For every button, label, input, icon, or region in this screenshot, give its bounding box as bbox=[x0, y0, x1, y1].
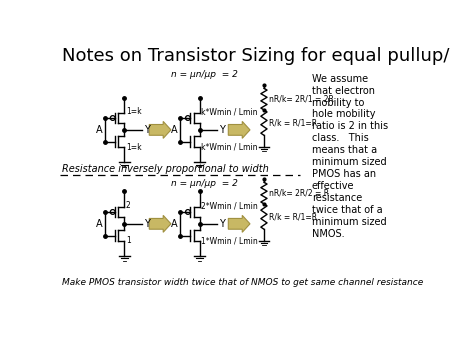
Polygon shape bbox=[149, 121, 171, 138]
Text: class.   This: class. This bbox=[312, 134, 369, 143]
Text: 2*Wmin / Lmin: 2*Wmin / Lmin bbox=[201, 201, 258, 211]
Text: R/k = R/1=R: R/k = R/1=R bbox=[269, 212, 317, 221]
Text: effective: effective bbox=[312, 181, 355, 191]
Text: n = μn/μp  = 2: n = μn/μp = 2 bbox=[171, 70, 238, 79]
Text: A: A bbox=[96, 219, 103, 229]
Polygon shape bbox=[149, 215, 171, 232]
Text: Resistance inversely proportional to width: Resistance inversely proportional to wid… bbox=[63, 164, 269, 174]
Text: Y: Y bbox=[144, 125, 150, 135]
Text: 1: 1 bbox=[126, 237, 131, 245]
Text: mobility to: mobility to bbox=[312, 98, 364, 107]
Text: hole mobility: hole mobility bbox=[312, 110, 375, 119]
Text: ratio is 2 in this: ratio is 2 in this bbox=[312, 121, 388, 131]
Text: 1=k: 1=k bbox=[126, 143, 142, 151]
Text: We assume: We assume bbox=[312, 74, 368, 84]
Text: PMOS has an: PMOS has an bbox=[312, 169, 376, 179]
Text: Y: Y bbox=[219, 219, 225, 229]
Text: means that a: means that a bbox=[312, 145, 377, 155]
Text: A: A bbox=[171, 219, 178, 229]
Text: that electron: that electron bbox=[312, 86, 375, 96]
Text: A: A bbox=[96, 125, 103, 135]
Text: minimum sized: minimum sized bbox=[312, 217, 387, 227]
Polygon shape bbox=[228, 215, 250, 232]
Text: resistance: resistance bbox=[312, 193, 362, 203]
Text: A: A bbox=[171, 125, 178, 135]
Text: nR/k= 2R/2 = R: nR/k= 2R/2 = R bbox=[269, 189, 328, 197]
Text: 1*Wmin / Lmin: 1*Wmin / Lmin bbox=[201, 237, 258, 245]
Text: R/k = R/1=R: R/k = R/1=R bbox=[269, 118, 317, 127]
Polygon shape bbox=[228, 121, 250, 138]
Text: Y: Y bbox=[219, 125, 225, 135]
Text: minimum sized: minimum sized bbox=[312, 157, 387, 167]
Text: Y: Y bbox=[144, 219, 150, 229]
Text: 1=k: 1=k bbox=[126, 107, 142, 117]
Text: k*Wmin / Lmin: k*Wmin / Lmin bbox=[201, 143, 258, 151]
Text: k*Wmin / Lmin: k*Wmin / Lmin bbox=[201, 107, 258, 117]
Text: n = μn/μp  = 2: n = μn/μp = 2 bbox=[171, 179, 238, 188]
Text: nR/k= 2R/1 = 2R: nR/k= 2R/1 = 2R bbox=[269, 95, 333, 103]
Text: NMOS.: NMOS. bbox=[312, 229, 345, 239]
Text: Notes on Transistor Sizing for equal pullup/pulldown: Notes on Transistor Sizing for equal pul… bbox=[63, 47, 450, 65]
Text: twice that of a: twice that of a bbox=[312, 205, 382, 215]
Text: Make PMOS transistor width twice that of NMOS to get same channel resistance: Make PMOS transistor width twice that of… bbox=[63, 278, 424, 287]
Text: 2: 2 bbox=[126, 201, 131, 211]
